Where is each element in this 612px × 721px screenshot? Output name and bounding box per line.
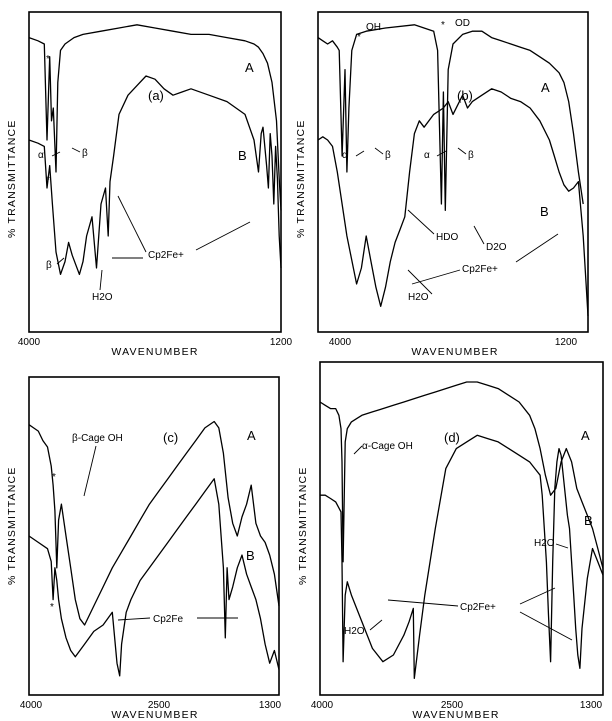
panel-b-beta2-arrow xyxy=(457,147,467,155)
panel-a-xlabel: WAVENUMBER xyxy=(111,346,198,358)
panel-b-alpha2-arrow xyxy=(436,150,447,157)
panel-d-h2o-left-arrow xyxy=(369,619,383,631)
panel-c-ylabel: % TRANSMITTANCE xyxy=(6,466,18,585)
panel-a-beta-label: β xyxy=(82,148,88,159)
panel-c-beta-cage-label: β-Cage OH xyxy=(72,433,123,444)
panel-c-star2: * xyxy=(50,602,54,613)
panel-b-beta2: β xyxy=(468,150,474,161)
panel-b: % TRANSMITTANCE WAVENUMBER 4000 1200 (b)… xyxy=(295,11,589,358)
panel-b-d2o-label: D2O xyxy=(486,242,507,253)
panel-d-frame xyxy=(319,361,604,696)
panel-a-xtick-1200: 1200 xyxy=(270,337,293,348)
panel-b-star1: * xyxy=(357,32,361,43)
panel-b-h2o-label: H2O xyxy=(408,292,429,303)
panel-b-series-a-label: A xyxy=(541,80,550,95)
panel-b-alpha1-arrow xyxy=(355,150,365,157)
panel-a-h2o-arrow xyxy=(99,269,103,291)
panel-a-alpha-arrow xyxy=(51,151,61,157)
panel-d-alpha-cage-label: α-Cage OH xyxy=(362,441,413,452)
panel-b-beta1-arrow xyxy=(374,147,384,155)
panel-d-alpha-cage-arrow xyxy=(353,445,363,455)
panel-c-xtick-4000: 4000 xyxy=(20,700,43,711)
panel-c-xlabel: WAVENUMBER xyxy=(111,709,198,721)
panel-d-series-b-line xyxy=(320,434,604,680)
panel-d-h2o-left-label: H2O xyxy=(344,626,365,637)
panel-c-series-a-line xyxy=(28,420,280,626)
panel-d-xtick-4000: 4000 xyxy=(311,700,334,711)
panel-b-series-a-line xyxy=(317,24,584,212)
panel-a-series-a-label: A xyxy=(245,60,254,75)
panel-a-beta-arrow xyxy=(71,147,81,153)
panel-d-ylabel: % TRANSMITTANCE xyxy=(297,466,309,585)
panel-d-series-a-label: A xyxy=(581,428,590,443)
panel-d-series-a-line xyxy=(319,381,604,569)
panel-b-alpha1: α xyxy=(342,150,348,161)
panel-b-cp2fe-arrow-1 xyxy=(411,269,461,285)
panel-c-star1: * xyxy=(52,472,56,483)
panel-a-cp2fe-arrow-1 xyxy=(117,195,147,253)
panel-c-label: (c) xyxy=(163,430,178,445)
panel-b-od-label: OD xyxy=(455,18,470,29)
panel-c-beta-cage-arrow xyxy=(83,445,97,497)
panel-a-beta2-arrow xyxy=(56,257,65,265)
panel-b-xlabel: WAVENUMBER xyxy=(411,346,498,358)
panel-c-series-a-label: A xyxy=(247,428,256,443)
panel-d-xtick-2500: 2500 xyxy=(441,700,464,711)
panel-a-frame xyxy=(28,11,282,333)
panel-a-star1: * xyxy=(46,54,50,65)
panel-b-cp2fe-arrow-2 xyxy=(515,233,559,263)
panel-c-series-b-line xyxy=(28,478,280,677)
panel-c: % TRANSMITTANCE WAVENUMBER 4000 2500 130… xyxy=(6,376,282,721)
panel-a-beta2-label: β xyxy=(46,260,52,271)
panel-b-h2o-arrow xyxy=(407,269,433,295)
panel-a-xtick-4000: 4000 xyxy=(18,337,41,348)
panel-a-series-a-line xyxy=(28,24,282,211)
panel-d-h2o-right-label: H2O xyxy=(534,538,555,549)
panel-b-frame xyxy=(317,11,589,333)
panel-d: % TRANSMITTANCE WAVENUMBER 4000 2500 130… xyxy=(297,361,604,721)
panel-b-hdo-arrow xyxy=(407,209,435,235)
panel-c-xtick-2500: 2500 xyxy=(148,700,171,711)
panel-d-cp2fe-label: Cp2Fe+ xyxy=(460,602,496,613)
panel-d-xtick-1300: 1300 xyxy=(580,700,603,711)
panel-b-ylabel: % TRANSMITTANCE xyxy=(295,119,307,238)
panel-b-series-b-line xyxy=(317,88,589,317)
panel-d-cp2fe-arrow-1 xyxy=(387,599,459,607)
panel-b-series-b-label: B xyxy=(540,204,549,219)
panel-b-star2: * xyxy=(441,20,445,31)
panel-a-label: (a) xyxy=(148,88,164,103)
panel-a-alpha-label: α xyxy=(38,150,44,161)
panel-b-alpha2: α xyxy=(424,150,430,161)
panel-b-xtick-4000: 4000 xyxy=(329,337,352,348)
panel-d-series-b-label: B xyxy=(584,513,593,528)
panel-d-label: (d) xyxy=(444,430,460,445)
panel-d-cp2fe-arrow-3 xyxy=(519,611,573,641)
panel-b-oh-label: OH xyxy=(366,22,381,33)
panel-a-star2: * xyxy=(46,175,50,186)
panel-b-xtick-1200: 1200 xyxy=(555,337,578,348)
panel-c-cp2fe-label: Cp2Fe xyxy=(153,614,183,625)
panel-d-h2o-right-arrow xyxy=(555,543,569,549)
panel-b-d2o-arrow xyxy=(473,225,485,245)
panel-c-xtick-1300: 1300 xyxy=(259,700,282,711)
panel-a-series-b-line xyxy=(28,75,282,276)
panel-d-cp2fe-arrow-2 xyxy=(519,587,556,605)
panel-a: % TRANSMITTANCE WAVENUMBER 4000 1200 (a)… xyxy=(6,11,293,358)
panel-d-xlabel: WAVENUMBER xyxy=(412,709,499,721)
panel-a-ylabel: % TRANSMITTANCE xyxy=(6,119,18,238)
panel-c-cp2fe-arrow-1 xyxy=(117,617,151,621)
panel-b-cp2fe-label: Cp2Fe+ xyxy=(462,264,498,275)
panel-b-hdo-label: HDO xyxy=(436,232,458,243)
panel-b-beta1: β xyxy=(385,150,391,161)
panel-a-h2o-label: H2O xyxy=(92,292,113,303)
panel-a-cp2fe-arrow-3 xyxy=(195,221,251,251)
panel-c-series-b-label: B xyxy=(246,548,255,563)
panel-a-series-b-label: B xyxy=(238,148,247,163)
panel-a-cp2fe-label: Cp2Fe+ xyxy=(148,250,184,261)
panel-b-label: (b) xyxy=(457,88,473,103)
